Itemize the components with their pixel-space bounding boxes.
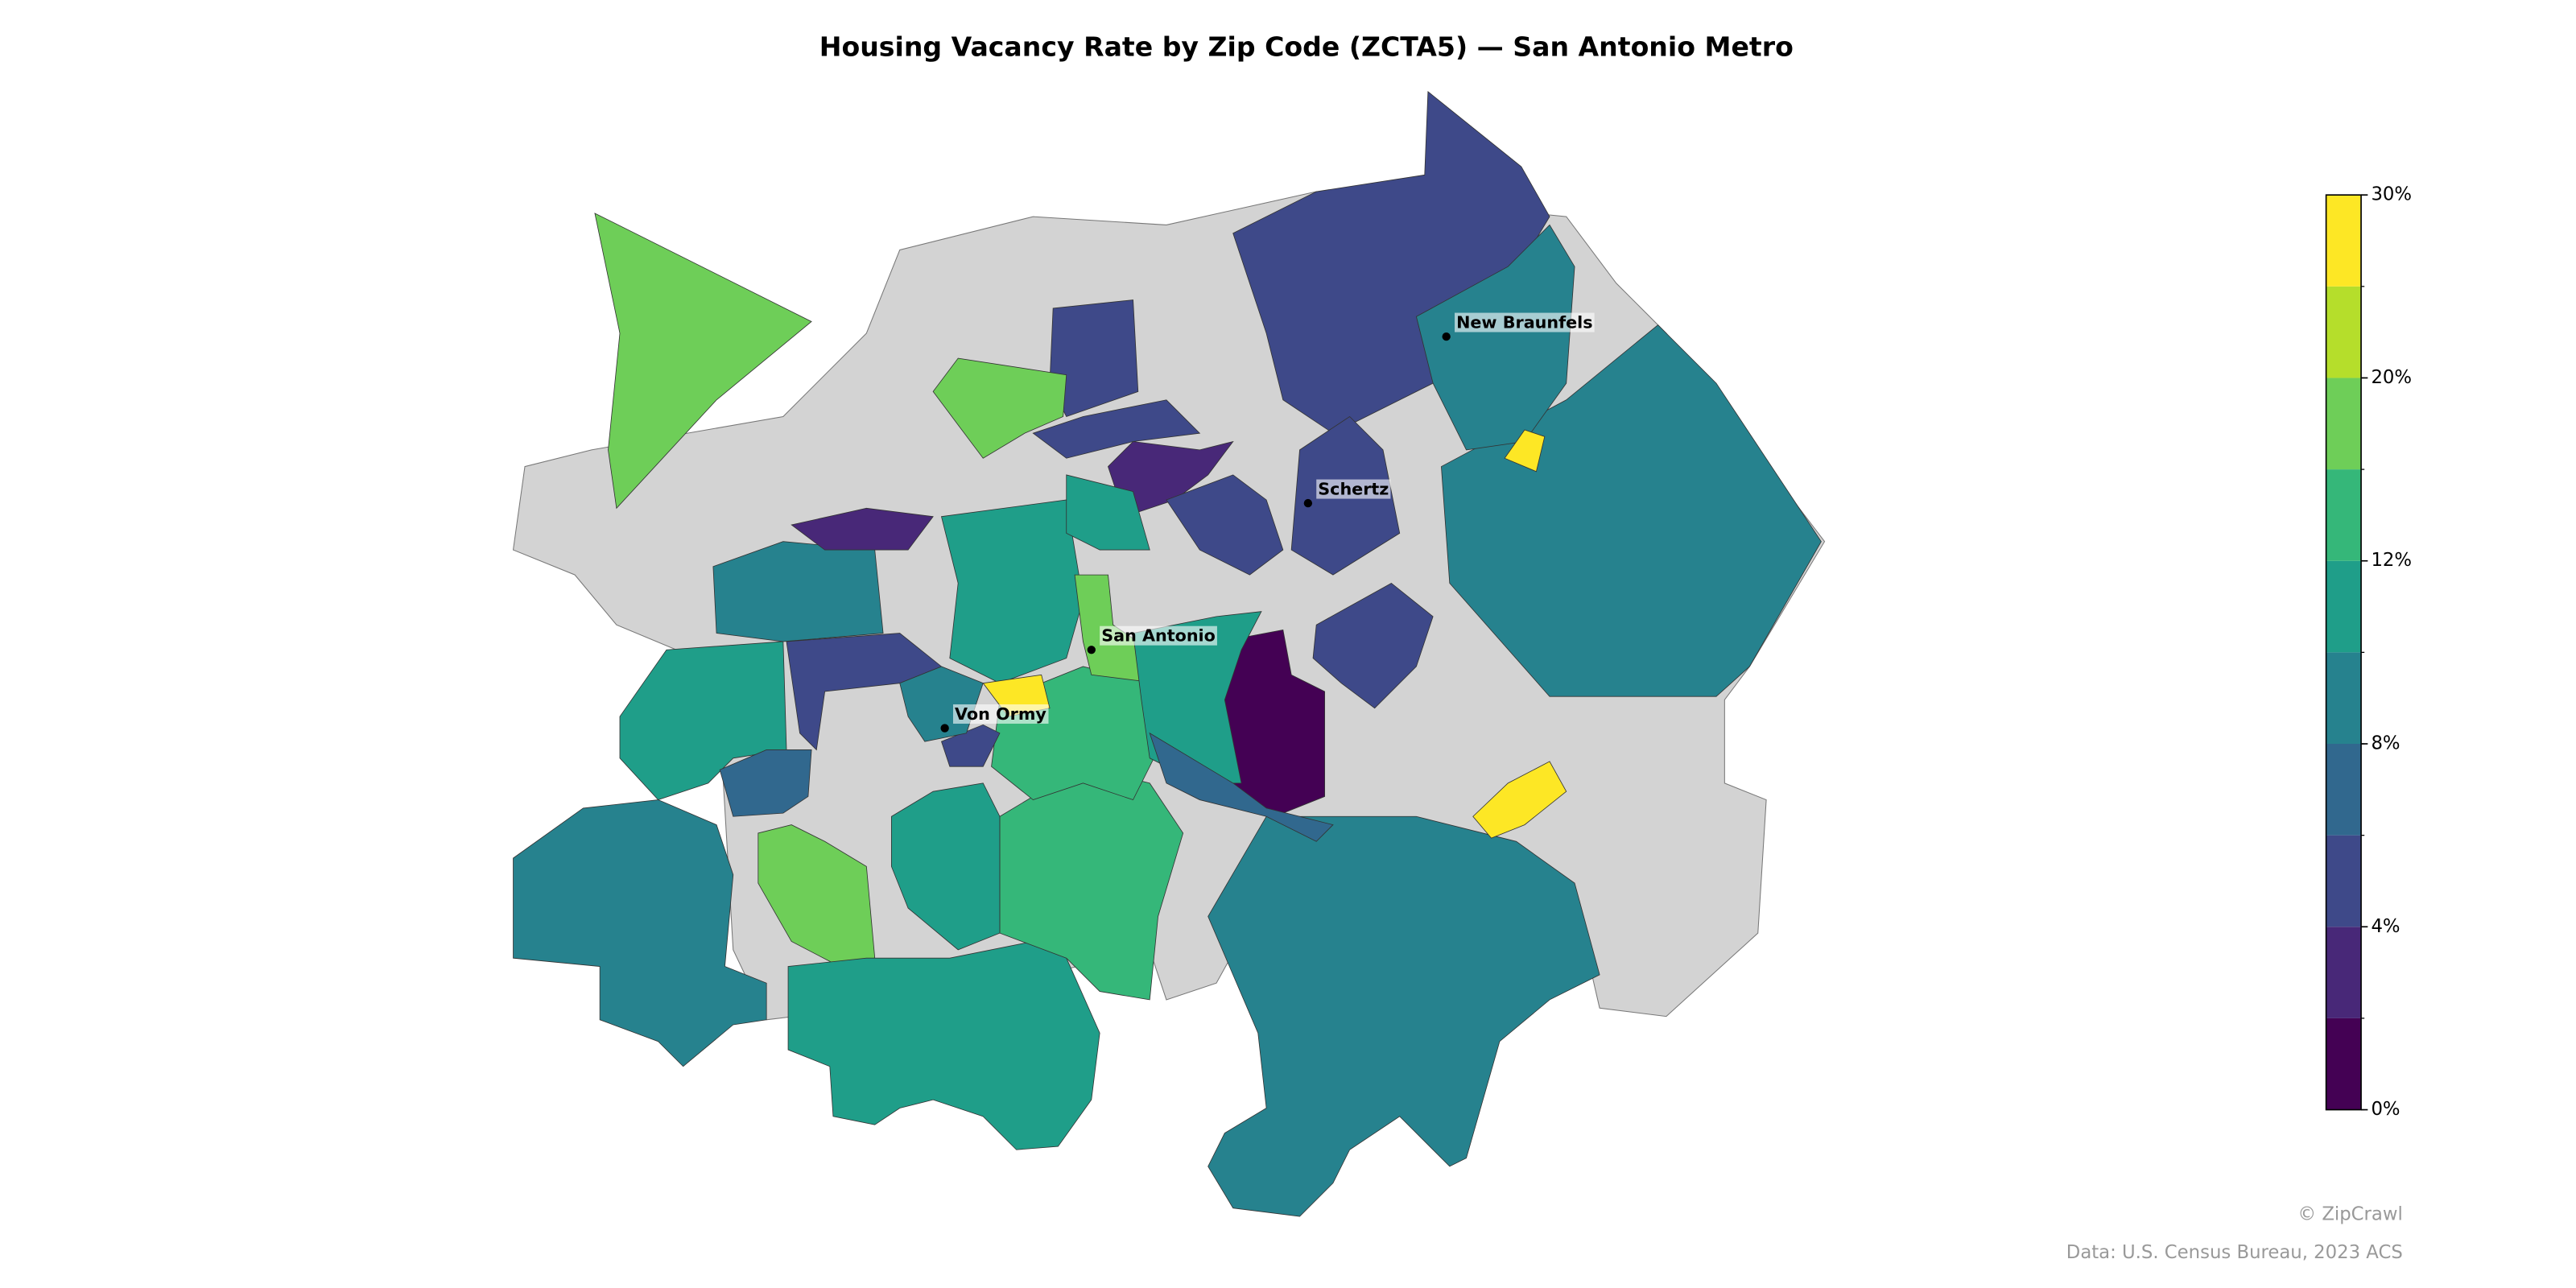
city-label: Von Ormy [955,704,1046,724]
colorbar-tick-label: 30% [2371,184,2412,205]
colorbar-bin [2326,744,2362,836]
zip-region [1208,815,1600,1217]
map-title: Housing Vacancy Rate by Zip Code (ZCTA5)… [819,31,1794,63]
colorbar-tick-label: 12% [2371,550,2412,571]
zip-region [1472,761,1567,839]
zip-region [890,782,1001,951]
zip-region [940,499,1084,684]
colorbar-tick-label: 8% [2371,733,2400,754]
colorbar-bin [2326,652,2362,745]
credit: © ZipCrawl [2297,1203,2402,1224]
zip-region [1149,732,1334,842]
zip-region [594,213,812,510]
colorbar-bin [2326,195,2362,287]
city-label-box [1455,312,1595,332]
zip-region [940,724,1001,767]
colorbar-bin [2326,469,2362,561]
zip-region [1415,224,1575,451]
zip-region [1032,399,1201,459]
colorbar-bin [2326,927,2362,1018]
zip-region [1504,429,1546,473]
city-dot [1087,646,1096,654]
city-label-box [1316,479,1391,499]
zip-region [513,799,767,1067]
source: Data: U.S. Census Bureau, 2023 ACS [2066,1242,2403,1263]
colorbar-bin [2326,378,2362,470]
colorbar-tick-label: 20% [2371,367,2412,388]
zip-region [791,507,934,551]
zip-region [932,357,1067,459]
city-dot [1442,332,1451,341]
city-label: Schertz [1318,480,1389,499]
city-label-box [1100,625,1217,646]
city-label: San Antonio [1101,626,1216,646]
zip-region [786,633,943,751]
zip-region [719,749,812,817]
colorbar-bin [2326,560,2362,653]
zip-region [1049,299,1139,417]
city-dot [940,724,949,733]
colorbar-bin [2326,1018,2362,1110]
zip-region [1133,611,1262,784]
city-label: New Braunfels [1456,313,1592,332]
zip-region [619,641,787,801]
colorbar-bin [2326,835,2362,927]
cities: New Braunfels Schertz San Antonio Von Ormy [940,312,1595,733]
colorbar-tick-label: 4% [2371,916,2400,937]
colorbar-bin [2326,286,2362,378]
city-dot [1303,498,1313,508]
zip-region [1166,474,1284,576]
zip-region [1312,582,1434,709]
zip-region [712,541,884,642]
colorbar: 0% 4% 8% 12% 20% 30% [2325,184,2412,1120]
colorbar-tick-label: 0% [2371,1099,2400,1120]
colorbar-frame [2325,194,2362,1111]
zip-region [1066,474,1150,551]
zip-region [787,941,1100,1150]
city-label-box [952,704,1049,724]
